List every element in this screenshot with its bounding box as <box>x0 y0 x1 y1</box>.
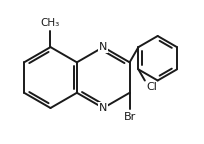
Text: Br: Br <box>123 111 136 122</box>
Text: Cl: Cl <box>147 82 157 92</box>
Text: N: N <box>99 103 108 113</box>
Text: N: N <box>99 42 108 52</box>
Text: CH₃: CH₃ <box>41 18 60 28</box>
